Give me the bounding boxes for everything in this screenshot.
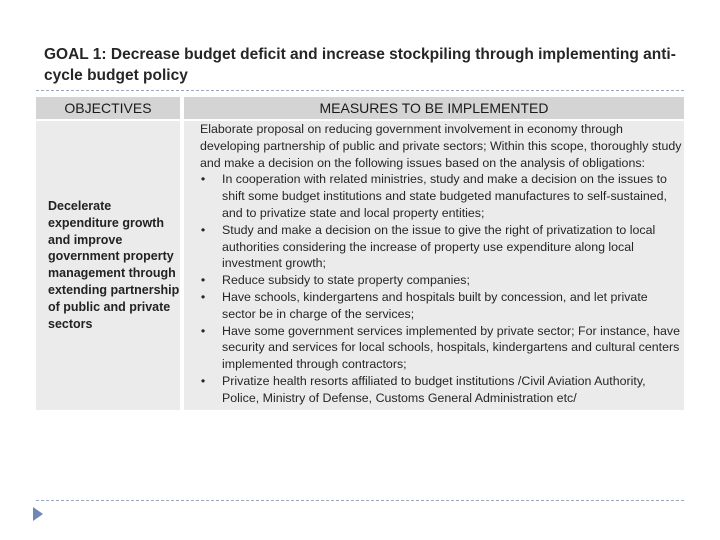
table-header-row: OBJECTIVES MEASURES TO BE IMPLEMENTED (36, 97, 684, 120)
bullet-icon: • (200, 222, 206, 237)
measure-item: • In cooperation with related ministries,… (192, 171, 684, 221)
measure-item: • Study and make a decision on the issue … (192, 222, 684, 272)
measure-item: • Reduce subsidy to state property compan… (192, 272, 684, 289)
measure-text: Have some government services implemente… (222, 323, 680, 372)
measure-text: Study and make a decision on the issue t… (222, 222, 656, 271)
measures-header: MEASURES TO BE IMPLEMENTED (182, 97, 684, 120)
measure-item: • Have schools, kindergartens and hospita… (192, 289, 684, 323)
title-divider (36, 90, 684, 91)
measure-text: In cooperation with related ministries, … (222, 172, 667, 220)
measure-text: Privatize health resorts affiliated to b… (222, 373, 646, 405)
measures-intro: Elaborate proposal on reducing governmen… (200, 122, 682, 170)
table-row: Decelerate expenditure growth and improv… (36, 119, 684, 410)
bullet-icon: • (200, 172, 206, 187)
measure-item: • Have some government services implement… (192, 323, 684, 373)
goal-table: OBJECTIVES MEASURES TO BE IMPLEMENTED De… (36, 97, 684, 410)
footer-divider (36, 500, 684, 501)
measure-text: Reduce subsidy to state property compani… (222, 273, 470, 288)
triangle-arrow-icon (33, 507, 43, 521)
bullet-icon: • (200, 273, 206, 288)
bullet-icon: • (200, 323, 206, 338)
measure-text: Have schools, kindergartens and hospital… (222, 289, 648, 321)
objectives-header: OBJECTIVES (36, 97, 184, 120)
slide-title: GOAL 1: Decrease budget deficit and incr… (44, 46, 676, 84)
measures-list: • In cooperation with related ministries,… (192, 171, 684, 406)
objective-text: Decelerate expenditure growth and improv… (48, 199, 180, 331)
measure-item: • Privatize health resorts affiliated to … (192, 373, 684, 407)
objective-cell: Decelerate expenditure growth and improv… (36, 119, 184, 410)
bullet-icon: • (200, 289, 206, 304)
bullet-icon: • (200, 373, 206, 388)
measures-cell: Elaborate proposal on reducing governmen… (182, 119, 684, 410)
